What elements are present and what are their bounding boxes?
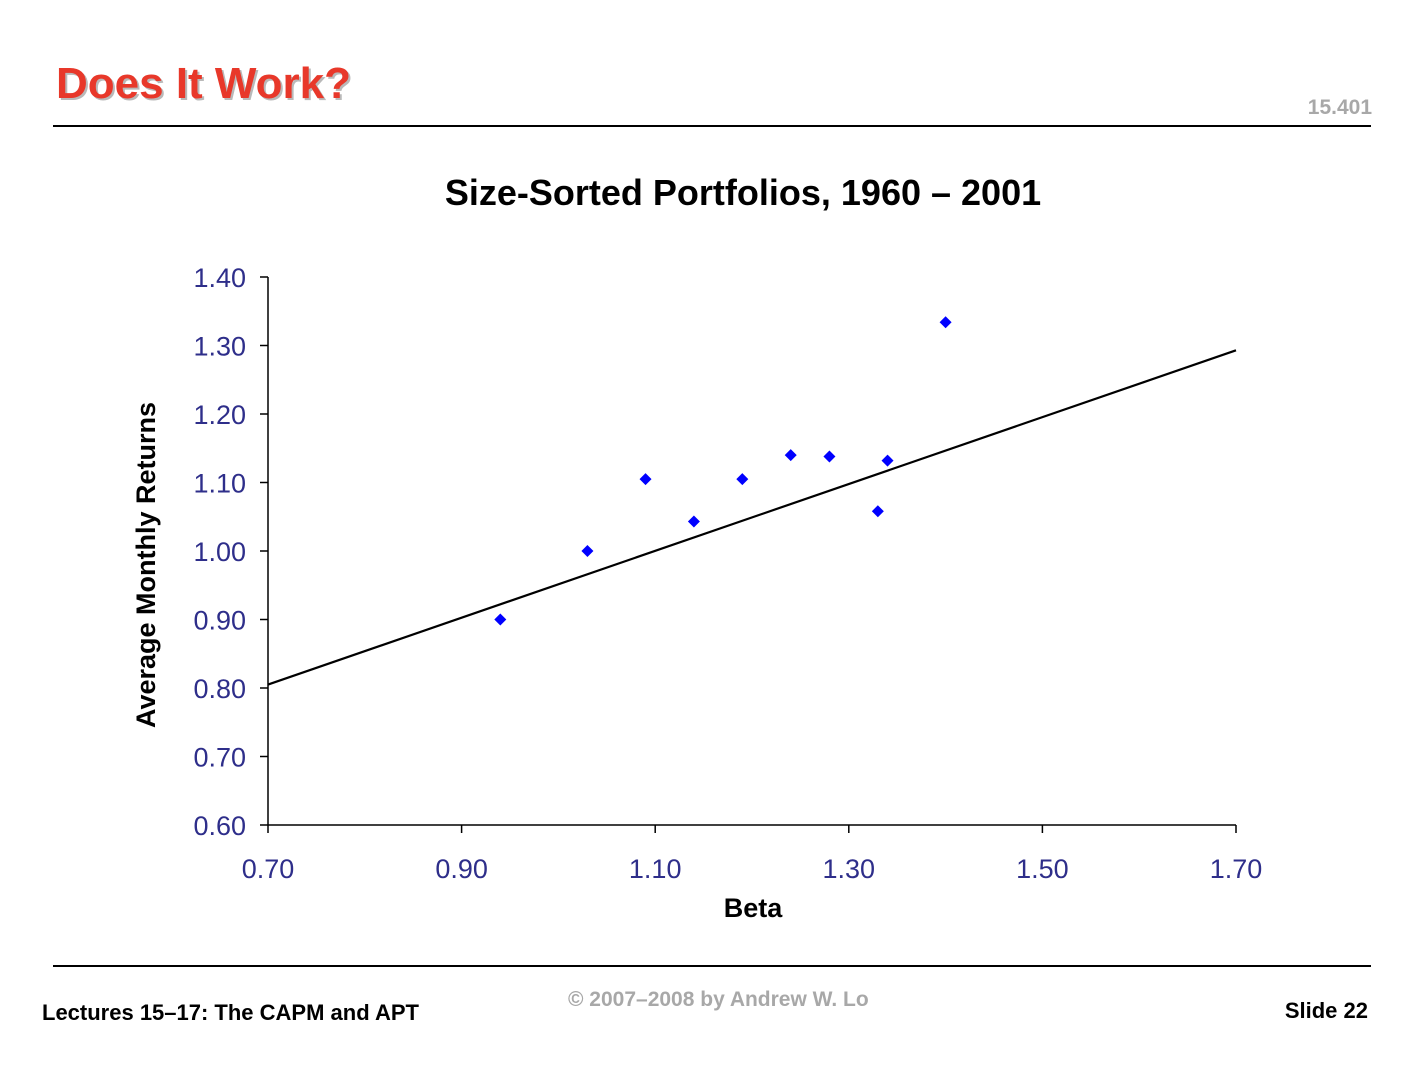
y-tick-label: 1.00 (193, 537, 246, 567)
x-tick-label: 0.90 (435, 854, 488, 884)
footer-lecture-title: Lectures 15–17: The CAPM and APT (42, 1000, 419, 1026)
y-tick-label: 1.40 (193, 263, 246, 293)
footer-slide-number: Slide 22 (1285, 998, 1368, 1024)
x-axis: 0.70 0.90 1.10 1.30 1.50 1.70 (242, 825, 1263, 884)
data-point (785, 449, 797, 461)
x-tick-label: 1.30 (823, 854, 876, 884)
y-tick-label: 1.30 (193, 332, 246, 362)
fit-line-group (268, 350, 1236, 684)
data-point (940, 316, 952, 328)
x-tick-label: 1.50 (1016, 854, 1069, 884)
y-tick-label: 1.10 (193, 469, 246, 499)
y-axis: 0.60 0.70 0.80 0.90 1.00 1.10 1.20 1.30 1.40 (193, 263, 268, 841)
chart-title: Size-Sorted Portfolios, 1960 – 2001 (445, 172, 1041, 213)
footer-copyright: © 2007–2008 by Andrew W. Lo (568, 988, 869, 1012)
y-axis-label: Average Monthly Returns (131, 402, 161, 728)
data-point (736, 473, 748, 485)
fit-line (268, 350, 1236, 684)
data-point (872, 505, 884, 517)
data-point (823, 450, 835, 462)
y-tick-label: 1.20 (193, 400, 246, 430)
data-point (688, 516, 700, 528)
y-tick-label: 0.80 (193, 674, 246, 704)
data-point (882, 455, 894, 467)
x-axis-label: Beta (724, 893, 784, 923)
x-tick-label: 1.10 (629, 854, 682, 884)
y-tick-label: 0.70 (193, 743, 246, 773)
data-points (494, 316, 951, 625)
y-tick-label: 0.90 (193, 606, 246, 636)
footer-divider (53, 965, 1371, 967)
x-tick-label: 1.70 (1210, 854, 1263, 884)
data-point (581, 545, 593, 557)
data-point (640, 473, 652, 485)
x-tick-label: 0.70 (242, 854, 295, 884)
y-tick-label: 0.60 (193, 811, 246, 841)
data-point (494, 614, 506, 626)
